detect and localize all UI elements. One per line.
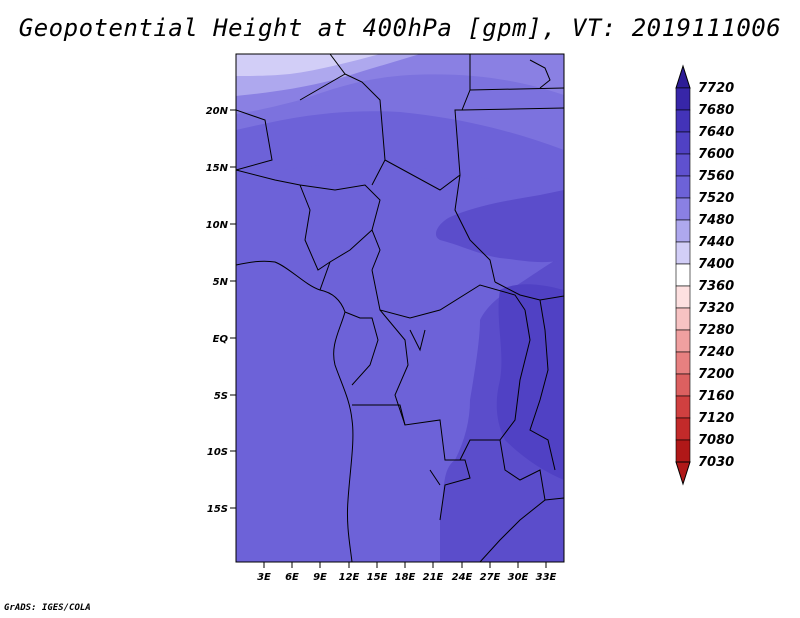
colorbar-segment <box>675 109 691 133</box>
colorbar-label: 7720 <box>698 81 734 96</box>
colorbar-label: 7440 <box>698 235 734 250</box>
lon-label-12e: 12E <box>339 572 360 583</box>
lon-label-30e: 30E <box>508 572 529 583</box>
colorbar-label: 7600 <box>698 147 734 162</box>
colorbar-label: 7400 <box>698 257 734 272</box>
colorbar-top-arrow <box>675 64 691 89</box>
lat-label-10n: 10N <box>206 220 229 231</box>
grads-credit: GrADS: IGES/COLA <box>4 603 91 613</box>
colorbar-label: 7240 <box>698 345 734 360</box>
map-frame <box>235 53 565 563</box>
lon-label-3e: 3E <box>257 572 271 583</box>
colorbar-label: 7640 <box>698 125 734 140</box>
colorbar-segment <box>675 395 691 419</box>
colorbar-segment <box>675 263 691 287</box>
lon-label-9e: 9E <box>313 572 327 583</box>
colorbar-segment <box>675 241 691 265</box>
colorbar-label: 7280 <box>698 323 734 338</box>
lon-label-15e: 15E <box>367 572 388 583</box>
colorbar-segment <box>675 329 691 353</box>
lon-label-18e: 18E <box>395 572 416 583</box>
colorbar-label: 7120 <box>698 411 734 426</box>
colorbar-segment <box>675 131 691 155</box>
colorbar-label: 7160 <box>698 389 734 404</box>
colorbar-segment <box>675 351 691 375</box>
colorbar-segment <box>675 87 691 111</box>
lat-label-15n: 15N <box>206 163 229 174</box>
lat-label-5s: 5S <box>214 391 228 402</box>
colorbar-segment <box>675 285 691 309</box>
colorbar-segment <box>675 417 691 441</box>
lon-label-27e: 27E <box>480 572 501 583</box>
map-plot-area <box>236 54 564 562</box>
colorbar-bottom-arrow <box>675 461 691 486</box>
lat-label-eq: EQ <box>213 334 229 345</box>
lon-label-24e: 24E <box>452 572 473 583</box>
colorbar-segment <box>675 307 691 331</box>
lon-label-6e: 6E <box>285 572 299 583</box>
colorbar-segment <box>675 439 691 463</box>
colorbar-segment <box>675 153 691 177</box>
longitude-axis: 3E 6E 9E 12E 15E 18E 21E 24E 27E 30E 33E <box>257 562 557 583</box>
field-band-7600b <box>435 190 564 263</box>
map-title: Geopotential Height at 400hPa [gpm], VT:… <box>18 14 782 42</box>
coastline-borders <box>236 54 564 562</box>
colorbar-label: 7200 <box>698 367 734 382</box>
colorbar-label: 7360 <box>698 279 734 294</box>
colorbar: 7720 7680 7640 7600 7560 7520 7480 7440 7400 7360… <box>675 64 734 486</box>
lon-label-21e: 21E <box>423 572 444 583</box>
colorbar-label: 7030 <box>698 455 734 470</box>
colorbar-segment <box>675 373 691 397</box>
latitude-axis: 20N 15N 10N 5N EQ 5S 10S 15S <box>206 106 236 515</box>
field-band-7640 <box>496 284 564 480</box>
colorbar-label: 7680 <box>698 103 734 118</box>
lon-label-33e: 33E <box>536 572 557 583</box>
colorbar-segment <box>675 197 691 221</box>
colorbar-segment <box>675 219 691 243</box>
colorbar-label: 7560 <box>698 169 734 184</box>
lat-label-5n: 5N <box>213 277 229 288</box>
lat-label-10s: 10S <box>207 447 228 458</box>
colorbar-label: 7520 <box>698 191 734 206</box>
lat-label-15s: 15S <box>207 504 228 515</box>
lat-label-20n: 20N <box>206 106 229 117</box>
colorbar-label: 7480 <box>698 213 734 228</box>
field-band-7400 <box>236 54 380 76</box>
colorbar-label: 7080 <box>698 433 734 448</box>
colorbar-label: 7320 <box>698 301 734 316</box>
colorbar-segment <box>675 175 691 199</box>
